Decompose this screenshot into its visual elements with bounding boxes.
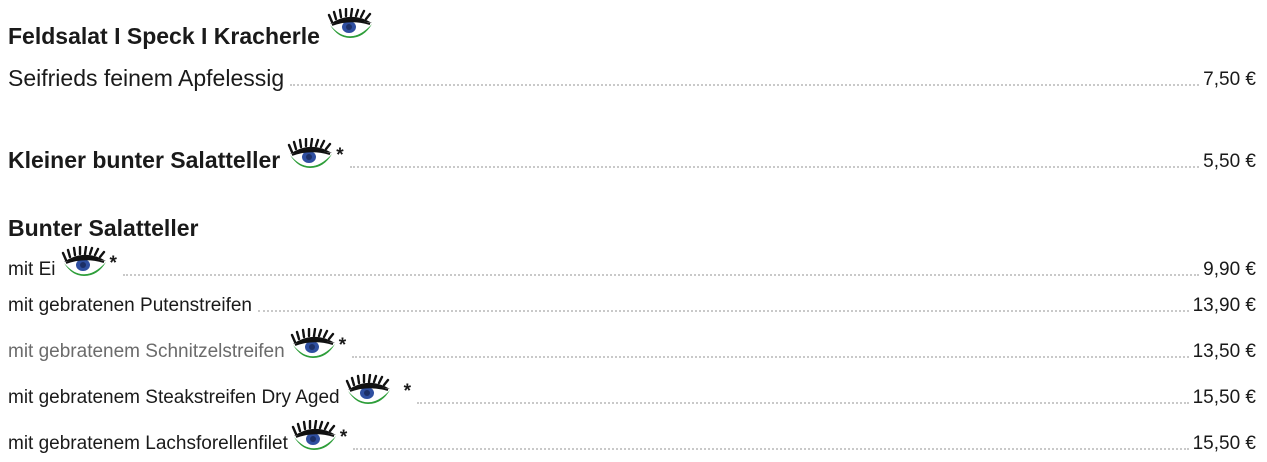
section-title: Kleiner bunter Salatteller * [8, 138, 344, 174]
menu-item-lachsforellenfilet: mit gebratenem Lachsforellenfilet * 15,5… [8, 420, 1256, 456]
vegetarian-eye-icon [286, 138, 334, 174]
asterisk-marker: * [339, 427, 348, 448]
menu-item-price: 15,50 € [1192, 387, 1256, 408]
asterisk-marker: * [403, 381, 412, 402]
menu-item-apfelessig: Seifrieds feinem Apfelessig 7,50 € [8, 64, 1256, 92]
section-title-text: Kleiner bunter Salatteller [8, 147, 281, 173]
menu-item-price: 5,50 € [1203, 151, 1256, 172]
dotted-leader [352, 356, 1189, 358]
menu-item-price: 7,50 € [1203, 69, 1256, 90]
dotted-leader [122, 274, 1200, 276]
menu-item-name: mit gebratenem Schnitzelstreifen [8, 341, 285, 362]
menu-item-name-wrap: mit Ei * [8, 246, 117, 282]
menu-item-price: 13,50 € [1192, 341, 1256, 362]
menu-item-mit-ei: mit Ei * 9,90 € [8, 246, 1256, 282]
asterisk-marker: * [336, 145, 344, 166]
vegetarian-eye-icon [60, 246, 108, 282]
dotted-leader [353, 448, 1189, 450]
vegetarian-eye-icon [344, 374, 392, 410]
section-title-feldsalat: Feldsalat I Speck I Kracherle [8, 8, 1256, 50]
menu-item-name: mit gebratenem Lachsforellenfilet [8, 433, 288, 454]
section-title-text: Feldsalat I Speck I Kracherle [8, 23, 320, 49]
menu-item-name: mit Ei [8, 259, 56, 280]
menu-item-name-wrap: mit gebratenem Schnitzelstreifen * [8, 328, 346, 364]
menu-item-price: 13,90 € [1192, 295, 1256, 316]
menu-item-price: 9,90 € [1203, 259, 1256, 280]
menu-item-schnitzelstreifen: mit gebratenem Schnitzelstreifen * 13,50… [8, 328, 1256, 364]
menu-item-kleiner-salatteller: Kleiner bunter Salatteller * 5,50 € [8, 138, 1256, 174]
vegetarian-eye-icon [290, 420, 338, 456]
section-title: Feldsalat I Speck I Kracherle [8, 8, 374, 50]
menu-item-steakstreifen: mit gebratenem Steakstreifen Dry Aged * … [8, 374, 1256, 410]
menu-item-name: Seifrieds feinem Apfelessig [8, 65, 285, 91]
dotted-leader [290, 84, 1200, 86]
dotted-leader [258, 310, 1189, 312]
dotted-leader [417, 402, 1189, 404]
vegetarian-eye-icon [326, 8, 374, 44]
section-title-bunter-salatteller: Bunter Salatteller [8, 214, 1256, 242]
asterisk-marker: * [109, 253, 117, 274]
menu-item-name-wrap: mit gebratenem Steakstreifen Dry Aged * [8, 374, 411, 410]
menu-item-name: mit gebratenen Putenstreifen [8, 295, 252, 316]
menu-item-putenstreifen: mit gebratenen Putenstreifen 13,90 € [8, 294, 1256, 318]
dotted-leader [349, 166, 1200, 168]
section-title-text: Bunter Salatteller [8, 215, 199, 241]
vegetarian-eye-icon [289, 328, 337, 364]
menu-item-name: mit gebratenem Steakstreifen Dry Aged [8, 387, 340, 408]
menu-item-price: 15,50 € [1192, 433, 1256, 454]
menu-item-name-wrap: mit gebratenem Lachsforellenfilet * [8, 420, 347, 456]
asterisk-marker: * [338, 335, 347, 356]
